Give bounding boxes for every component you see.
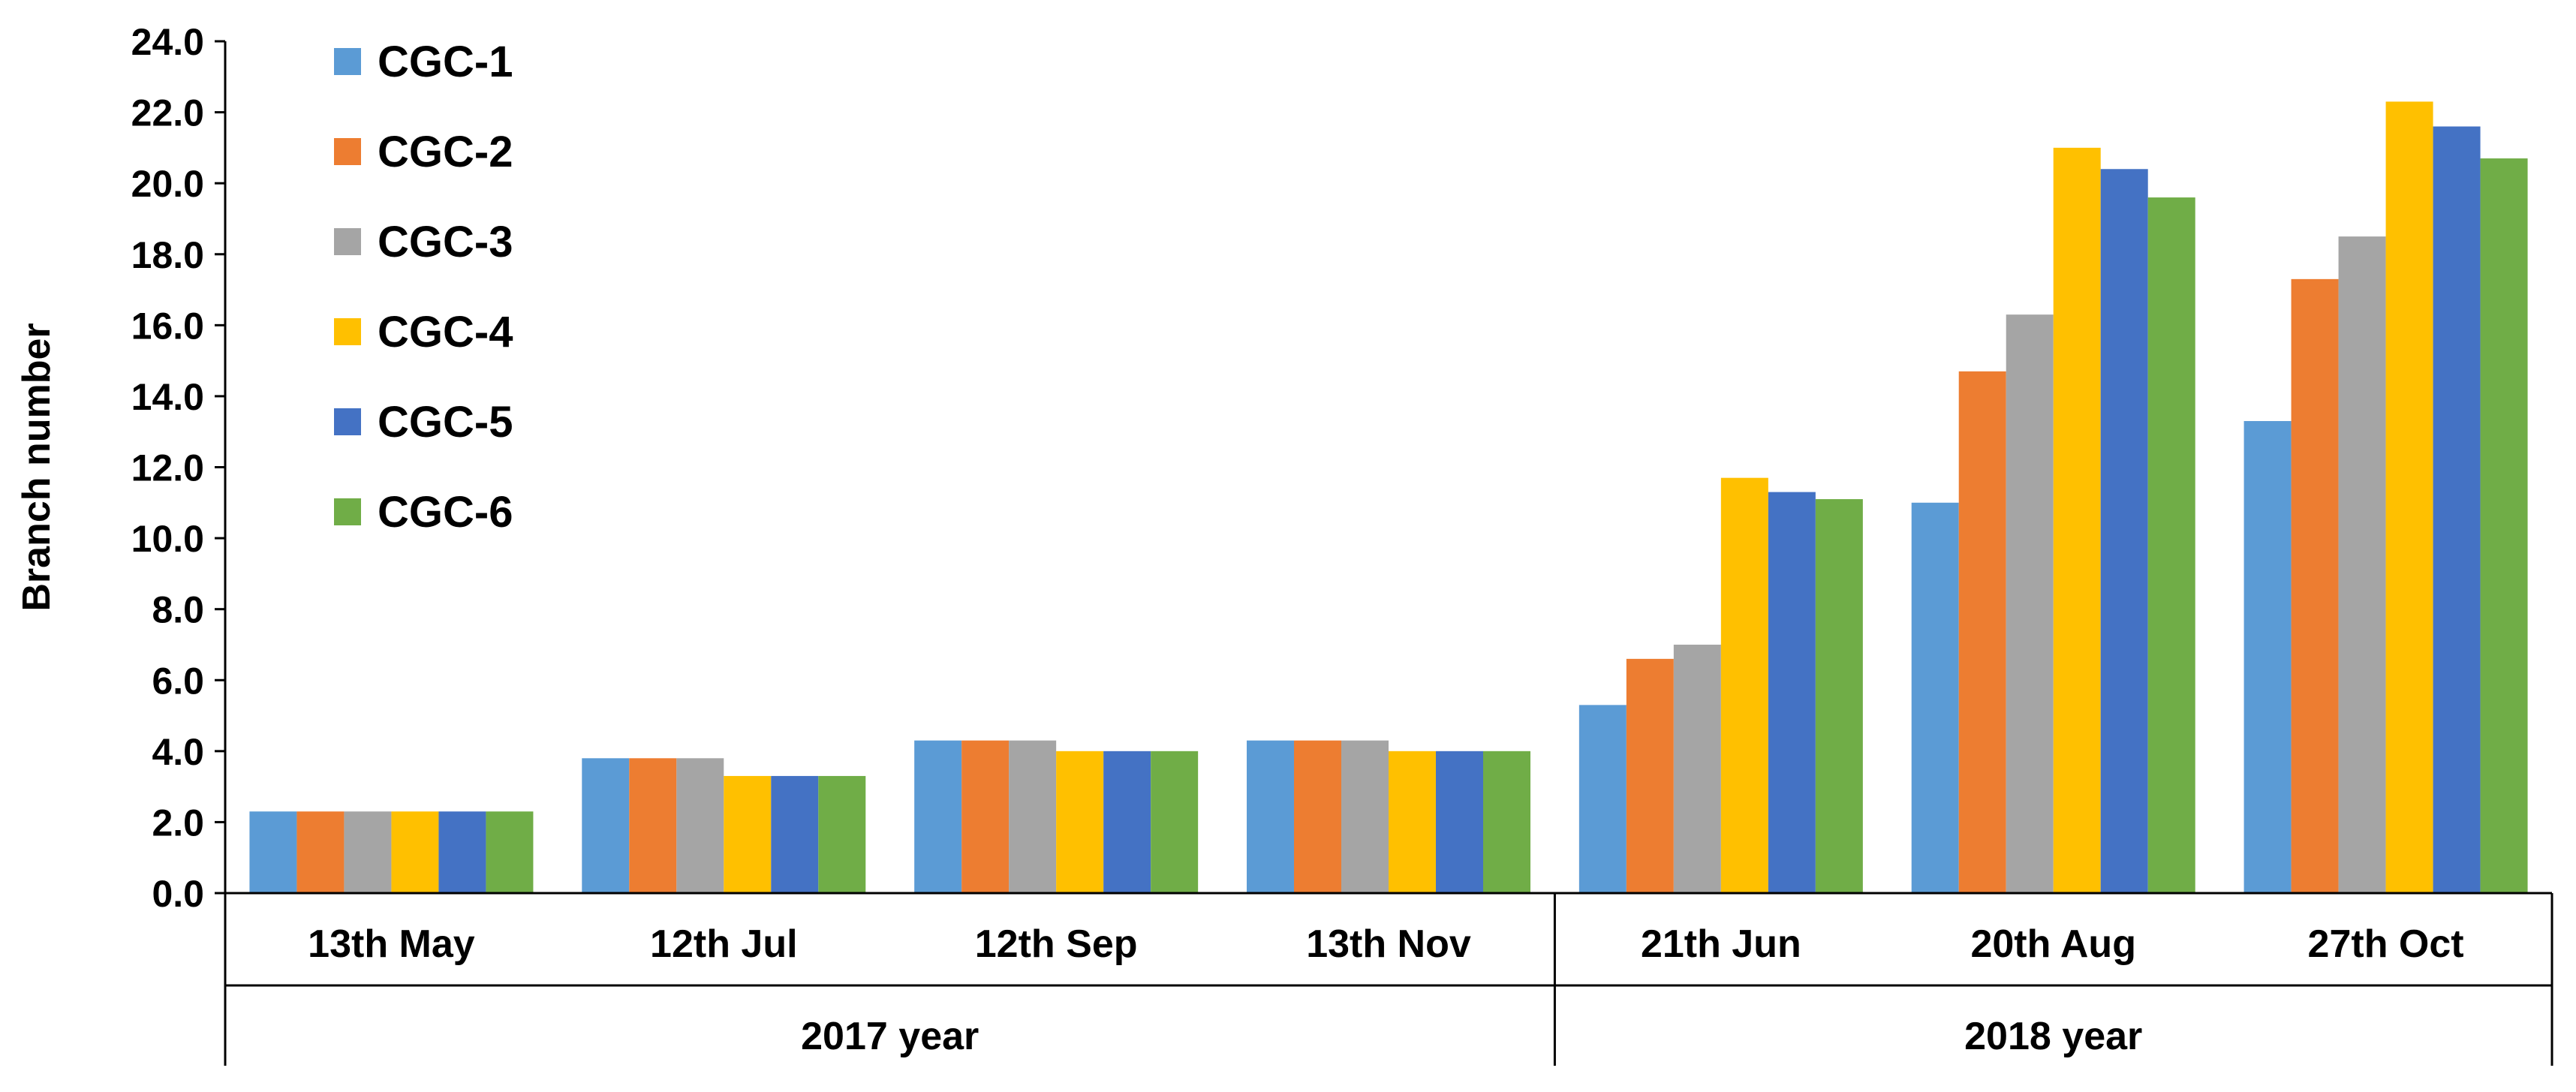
y-tick-label: 6.0	[152, 660, 204, 702]
legend-swatch-cgc-4	[334, 318, 361, 345]
bar-cgc-2-5	[1626, 658, 1674, 893]
bar-cgc-2-3	[961, 740, 1010, 893]
bar-cgc-1-2	[582, 758, 630, 893]
legend-label-cgc-3: CGC-3	[378, 218, 513, 266]
legend-label-cgc-5: CGC-5	[378, 398, 513, 447]
bar-cgc-6-1	[486, 811, 534, 893]
bar-cgc-1-3	[914, 740, 962, 893]
legend-label-cgc-1: CGC-1	[378, 38, 513, 86]
y-tick-label: 16.0	[131, 305, 204, 347]
bar-cgc-4-6	[2053, 147, 2101, 893]
legend-swatch-cgc-2	[334, 138, 361, 165]
bar-cgc-1-7	[2243, 421, 2292, 893]
y-tick-label: 24.0	[131, 21, 204, 63]
bar-cgc-5-5	[1768, 492, 1816, 893]
legend-swatch-cgc-1	[334, 48, 361, 75]
bar-cgc-3-3	[1009, 740, 1057, 893]
bar-cgc-2-1	[296, 811, 345, 893]
y-tick-label: 2.0	[152, 802, 204, 844]
bar-cgc-4-5	[1720, 477, 1768, 893]
y-tick-label: 10.0	[131, 518, 204, 560]
bar-cgc-3-2	[676, 758, 724, 893]
bar-cgc-5-2	[771, 775, 819, 893]
y-tick-label: 8.0	[152, 589, 204, 631]
y-tick-label: 0.0	[152, 873, 204, 915]
bar-cgc-4-1	[391, 811, 439, 893]
bar-cgc-4-2	[724, 775, 772, 893]
bar-cgc-6-5	[1815, 499, 1863, 893]
bar-cgc-5-7	[2433, 126, 2481, 893]
x-group-label: 2018 year	[1964, 1015, 2142, 1058]
legend-label-cgc-2: CGC-2	[378, 128, 513, 176]
y-tick-label: 18.0	[131, 234, 204, 276]
bar-cgc-1-4	[1247, 740, 1294, 893]
bar-cgc-3-4	[1341, 740, 1389, 893]
x-group-label: 2017 year	[801, 1015, 979, 1058]
x-tick-label: 20th Aug	[1970, 922, 2136, 966]
bar-cgc-1-6	[1911, 502, 1959, 893]
bar-cgc-4-3	[1056, 751, 1104, 893]
bar-cgc-5-1	[438, 811, 486, 893]
y-tick-label: 14.0	[131, 376, 204, 418]
legend-label-cgc-6: CGC-6	[378, 488, 513, 537]
bar-cgc-6-2	[818, 775, 866, 893]
x-tick-label: 27th Oct	[2308, 922, 2464, 966]
y-tick-label: 4.0	[152, 731, 204, 773]
legend-swatch-cgc-6	[334, 498, 361, 525]
bar-cgc-3-7	[2338, 236, 2386, 894]
legend-swatch-cgc-3	[334, 228, 361, 255]
y-tick-label: 22.0	[131, 92, 204, 134]
bar-cgc-6-7	[2480, 158, 2528, 893]
bar-cgc-5-6	[2100, 169, 2148, 893]
x-tick-label: 12th Jul	[650, 922, 798, 966]
bar-cgc-3-6	[2006, 314, 2054, 893]
y-tick-label: 12.0	[131, 447, 204, 489]
legend-label-cgc-4: CGC-4	[378, 308, 513, 356]
x-tick-label: 12th Sep	[975, 922, 1138, 966]
x-tick-label: 21th Jun	[1641, 922, 1801, 966]
bar-cgc-5-3	[1103, 751, 1151, 893]
bar-cgc-6-3	[1151, 751, 1199, 893]
bar-cgc-2-7	[2291, 278, 2339, 894]
bar-cgc-1-1	[249, 811, 297, 893]
bar-cgc-4-7	[2385, 101, 2433, 893]
y-axis-label: Branch number	[15, 323, 59, 611]
x-tick-label: 13th Nov	[1306, 922, 1471, 966]
y-tick-label: 20.0	[131, 163, 204, 205]
bar-cgc-3-1	[344, 811, 392, 893]
bar-cgc-1-5	[1578, 705, 1627, 893]
bar-cgc-5-4	[1436, 751, 1483, 893]
x-tick-label: 13th May	[308, 922, 475, 966]
bar-cgc-6-4	[1483, 751, 1530, 893]
bar-cgc-2-2	[629, 758, 677, 893]
legend-swatch-cgc-5	[334, 408, 361, 435]
bar-cgc-2-4	[1294, 740, 1341, 893]
bar-cgc-4-4	[1389, 751, 1436, 893]
bar-cgc-3-5	[1673, 644, 1721, 893]
bar-cgc-6-6	[2147, 197, 2195, 893]
bar-cgc-2-6	[1958, 371, 2006, 893]
